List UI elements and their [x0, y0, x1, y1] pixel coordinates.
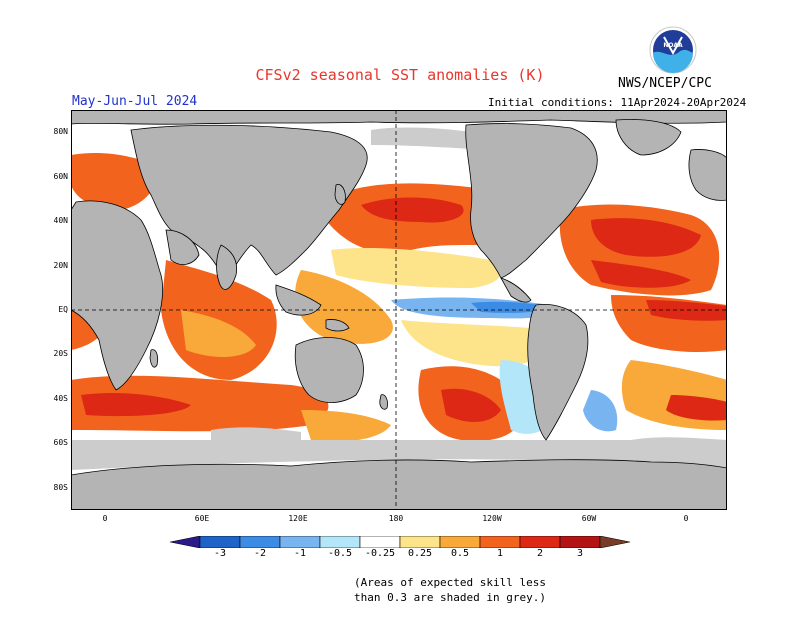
lat-label: 60S: [53, 438, 68, 447]
central-america: [500, 277, 532, 303]
lon-label: 180: [388, 514, 404, 523]
initial-conditions-label: Initial conditions: 11Apr2024-20Apr2024: [488, 96, 747, 109]
color-swatch: [279, 536, 321, 548]
noaa-logo: NOAA: [649, 26, 697, 74]
sst-anomaly-map: [71, 110, 727, 510]
new-guinea: [325, 319, 350, 332]
japan: [334, 183, 346, 205]
lat-label: 20N: [53, 261, 68, 270]
skill-note-line-2: than 0.3 are shaded in grey.): [353, 591, 547, 604]
eurasia: [130, 124, 368, 281]
new-zealand: [379, 394, 388, 410]
lon-label: 120E: [288, 514, 308, 523]
lon-label: 60W: [581, 514, 597, 523]
madagascar: [149, 349, 159, 368]
europe-west: [688, 149, 727, 201]
lat-label: 80N: [53, 127, 68, 136]
lat-label: 20S: [53, 349, 68, 358]
map-title: CFSv2 seasonal SST anomalies (K): [255, 66, 545, 84]
svg-text:NOAA: NOAA: [663, 42, 683, 49]
colorbar-label: -3: [213, 548, 227, 559]
greenland: [615, 119, 682, 156]
color-swatch: [239, 536, 281, 548]
season-label: May-Jun-Jul 2024: [72, 94, 198, 109]
colorbar-label: -2: [253, 548, 267, 559]
lat-label: 40S: [53, 394, 68, 403]
skill-note-line-1: (Areas of expected skill less: [353, 576, 547, 589]
skill-note: (Areas of expected skill less than 0.3 a…: [300, 575, 600, 605]
lat-label: 80S: [53, 483, 68, 492]
color-swatch: [199, 536, 241, 548]
colorbar-label: -0.25: [364, 548, 396, 559]
antarctica: [71, 459, 727, 510]
lon-label: 120W: [482, 514, 502, 523]
maritime-continent: [275, 284, 322, 316]
land-masses: [71, 110, 727, 510]
colorbar-label: 2: [536, 548, 544, 559]
color-swatch: [399, 536, 441, 548]
color-swatch: [559, 536, 601, 548]
lat-label: 40N: [53, 216, 68, 225]
australia: [294, 337, 364, 403]
north-america: [465, 123, 598, 279]
south-america: [527, 303, 589, 441]
lat-label: 60N: [53, 172, 68, 181]
lat-label: EQ: [58, 305, 68, 314]
india: [216, 244, 238, 290]
colorbar-label: 0.25: [407, 548, 433, 559]
color-swatch: [319, 536, 361, 548]
colorbar-label: -1: [293, 548, 307, 559]
lon-label: 60E: [194, 514, 210, 523]
organization-label: NWS/NCEP/CPC: [618, 76, 712, 91]
color-swatch: [479, 536, 521, 548]
africa: [71, 200, 164, 391]
color-swatch: [359, 536, 401, 548]
color-swatch: [439, 536, 481, 548]
lon-label: 0: [102, 514, 108, 523]
low-skill-areas: [71, 127, 727, 470]
colorbar-label: 0.5: [450, 548, 470, 559]
colorbar-label: 3: [576, 548, 584, 559]
color-swatch: [170, 536, 201, 548]
lon-label: 0: [683, 514, 689, 523]
arabia: [165, 229, 200, 265]
color-scale-bar: [170, 536, 630, 548]
color-swatch: [519, 536, 561, 548]
colorbar-label: 1: [496, 548, 504, 559]
color-swatch: [599, 536, 630, 548]
colorbar-label: -0.5: [327, 548, 353, 559]
